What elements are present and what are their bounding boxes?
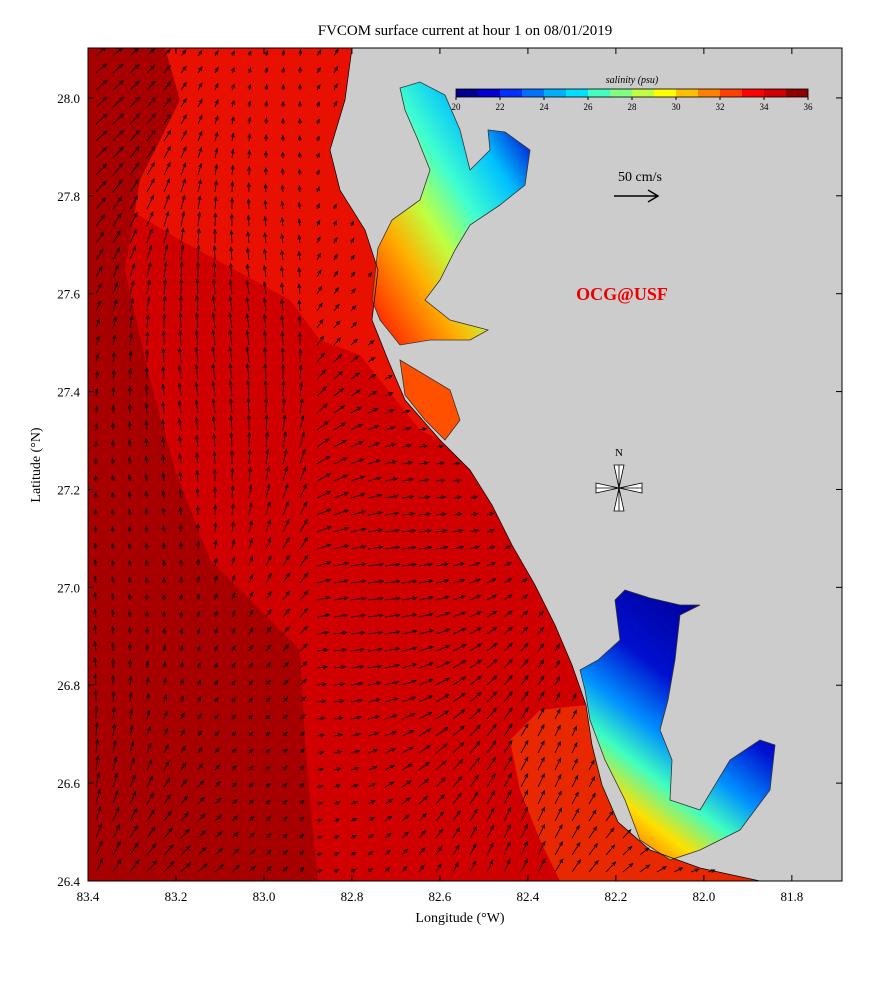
x-tick-label: 83.0: [253, 889, 276, 904]
y-tick-label: 27.0: [57, 580, 80, 595]
colorbar-tick-label: 20: [452, 102, 462, 112]
y-tick-label: 26.4: [57, 874, 80, 889]
colorbar-tick-label: 28: [628, 102, 638, 112]
colorbar-cell: [742, 89, 765, 97]
sarasota-bay: [399, 359, 461, 441]
colorbar-cell: [698, 89, 721, 97]
colorbar-cell: [544, 89, 567, 97]
colorbar-tick-label: 24: [540, 102, 550, 112]
scale-vector: [614, 189, 660, 203]
x-tick-label: 82.4: [517, 889, 540, 904]
north-arrow: N: [595, 447, 643, 512]
colorbar-cell: [764, 89, 787, 97]
scale-label: 50 cm/s: [618, 170, 662, 185]
colorbar-cell: [786, 89, 809, 97]
credit: OCG@USF: [576, 284, 668, 304]
colorbar-cell: [522, 89, 545, 97]
colorbar: 20 22 24 26 28 30 32 34 36 salinity (psu): [452, 75, 814, 112]
colorbar-cell: [654, 89, 677, 97]
y-tick-label: 26.8: [57, 678, 80, 693]
y-axis-label: Latitude (°N): [29, 427, 44, 503]
x-tick-label: 82.2: [605, 889, 628, 904]
offshore-water: [88, 48, 318, 881]
y-tick-label: 27.6: [57, 287, 80, 302]
colorbar-tick-label: 36: [804, 102, 814, 112]
x-axis-label: Longitude (°W): [415, 911, 505, 926]
colorbar-tick-label: 26: [584, 102, 594, 112]
north-label: N: [615, 447, 623, 459]
map-area: [88, 48, 842, 881]
colorbar-cell: [632, 89, 655, 97]
colorbar-cell: [478, 89, 501, 97]
current-vectors: [93, 48, 716, 874]
y-tick-label: 27.2: [57, 482, 80, 497]
colorbar-tick-label: 32: [716, 102, 725, 112]
colorbar-tick-label: 30: [672, 102, 682, 112]
x-tick-label: 82.8: [341, 889, 364, 904]
colorbar-cell: [610, 89, 633, 97]
colorbar-cell: [500, 89, 523, 97]
colorbar-cell: [566, 89, 589, 97]
coastline: [329, 48, 761, 881]
colorbar-tick-label: 22: [496, 102, 505, 112]
colorbar-cell: [676, 89, 699, 97]
frame: [87, 47, 843, 882]
colorbar-label: salinity (psu): [606, 75, 659, 86]
x-tick-label: 82.0: [692, 889, 715, 904]
colorbar-tick-label: 34: [760, 102, 770, 112]
x-tick-label: 83.2: [165, 889, 188, 904]
nearshore-water: [130, 48, 440, 440]
colorbar-cell: [588, 89, 611, 97]
y-tick-label: 27.8: [57, 189, 80, 204]
x-tick-label: 82.6: [429, 889, 452, 904]
x-tick-label: 83.4: [77, 889, 100, 904]
charlotte-harbor: [579, 589, 776, 861]
scale-arrow: 50 cm/s: [614, 170, 662, 203]
compass-axes: [596, 465, 642, 511]
y-tick-label: 28.0: [57, 91, 80, 106]
tampa-bay: [371, 81, 531, 346]
colorbar-cell: [720, 89, 743, 97]
colorbar-cell: [456, 89, 479, 97]
y-tick-label: 26.6: [57, 776, 80, 791]
x-tick-label: 81.8: [780, 889, 803, 904]
y-tick-label: 27.4: [57, 385, 80, 400]
title: FVCOM surface current at hour 1 on 08/01…: [318, 23, 613, 39]
